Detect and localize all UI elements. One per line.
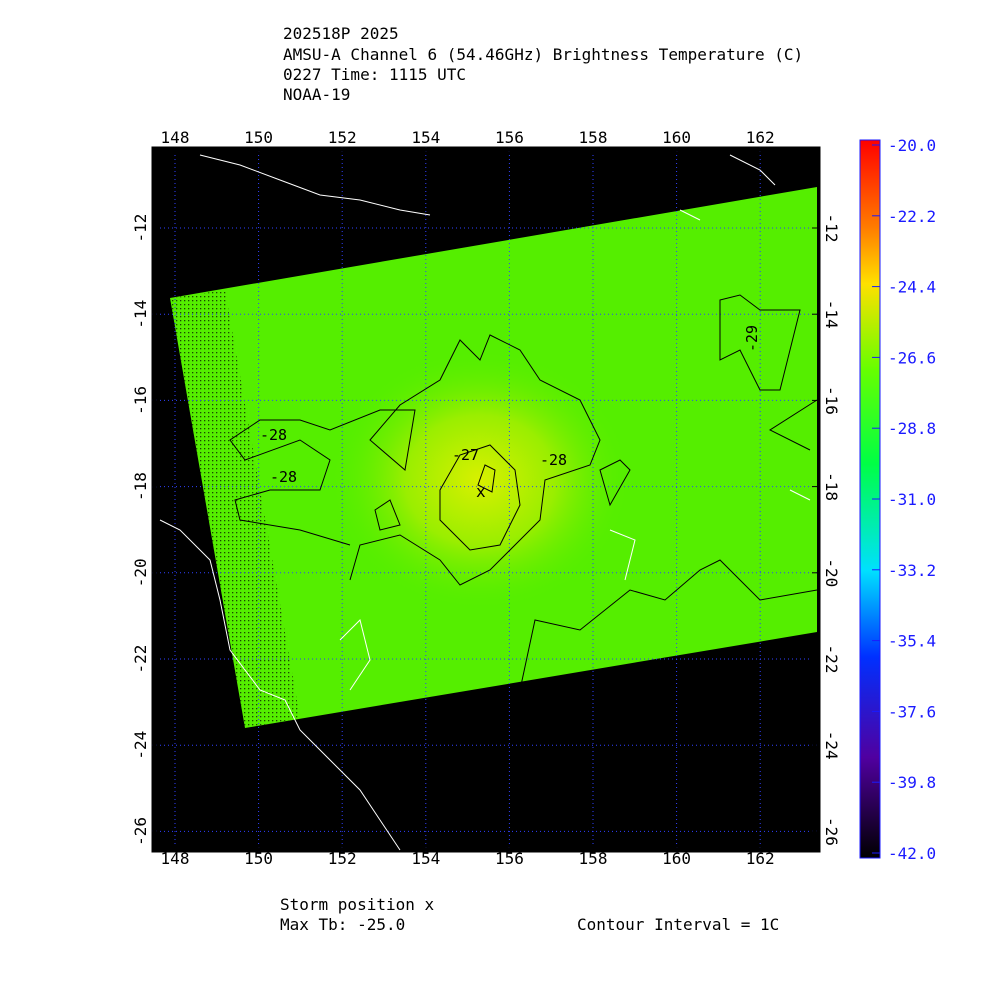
- lat-label: -16: [131, 386, 150, 415]
- lon-label: 150: [244, 128, 273, 147]
- lat-label: -20: [822, 558, 841, 587]
- lat-label: -16: [822, 386, 841, 415]
- header: 202518P 2025 AMSU-A Channel 6 (54.46GHz)…: [283, 24, 803, 104]
- header-line: NOAA-19: [283, 85, 350, 104]
- contour-label: -28: [540, 451, 567, 469]
- lat-label: -26: [131, 817, 150, 846]
- lat-label: -14: [822, 300, 841, 329]
- header-line: AMSU-A Channel 6 (54.46GHz) Brightness T…: [283, 45, 803, 64]
- lat-label: -24: [131, 731, 150, 760]
- contour-label: -27: [452, 446, 479, 464]
- lon-label: 162: [746, 849, 775, 868]
- swath-edge: [170, 290, 300, 728]
- lon-label: 148: [161, 849, 190, 868]
- storm-marker: x: [476, 482, 486, 501]
- lon-label: 154: [411, 128, 440, 147]
- contour-label: -28: [270, 468, 297, 486]
- lat-label: -22: [131, 645, 150, 674]
- lon-label: 148: [161, 128, 190, 147]
- lat-label: -14: [131, 300, 150, 329]
- colorbar-label: -24.4: [888, 278, 936, 297]
- contour-interval: Contour Interval = 1C: [577, 915, 779, 934]
- lon-label: 150: [244, 849, 273, 868]
- lon-label: 158: [579, 849, 608, 868]
- lon-label: 152: [328, 849, 357, 868]
- lon-label: 156: [495, 128, 524, 147]
- max-tb: Max Tb: -25.0: [280, 915, 405, 934]
- header-line: 0227 Time: 1115 UTC: [283, 65, 466, 84]
- map-frame: [151, 146, 821, 853]
- colorbar-label: -31.0: [888, 490, 936, 509]
- lon-label: 158: [579, 128, 608, 147]
- colorbar-label: -33.2: [888, 561, 936, 580]
- lon-label: 160: [662, 128, 691, 147]
- colorbar-label: -35.4: [888, 632, 936, 651]
- graticule: [152, 147, 820, 852]
- colorbar-label: -20.0: [888, 136, 936, 155]
- lat-label: -20: [131, 558, 150, 587]
- lat-label: -12: [131, 214, 150, 243]
- coastlines: [159, 154, 811, 851]
- colorbar-label: -39.8: [888, 773, 936, 792]
- lon-label: 152: [328, 128, 357, 147]
- contour-label: -29: [743, 325, 761, 352]
- lat-label: -12: [822, 214, 841, 243]
- contours: [229, 294, 818, 691]
- lon-label: 162: [746, 128, 775, 147]
- map: -28 -28 -27 -28 -29 x: [151, 146, 821, 853]
- lat-label: -26: [822, 817, 841, 846]
- lat-label: -18: [131, 472, 150, 501]
- lon-label: 160: [662, 849, 691, 868]
- colorbar-label: -37.6: [888, 702, 936, 721]
- header-line: 202518P 2025: [283, 24, 399, 43]
- contour-label: -28: [260, 426, 287, 444]
- lon-label: 156: [495, 849, 524, 868]
- lat-label: -18: [822, 472, 841, 501]
- colorbar-label: -22.2: [888, 207, 936, 226]
- lon-label: 154: [411, 849, 440, 868]
- lat-label: -24: [822, 731, 841, 760]
- colorbar-ticks: -20.0 -22.2 -24.4 -26.6 -28.8 -31.0 -33.2 -35.4…: [872, 136, 936, 863]
- colorbar-label: -26.6: [888, 348, 936, 367]
- colorbar-label: -42.0: [888, 844, 936, 863]
- colorbar-label: -28.8: [888, 419, 936, 438]
- footer: Storm position x Max Tb: -25.0 Contour I…: [280, 895, 779, 934]
- lat-label: -22: [822, 645, 841, 674]
- storm-position: Storm position x: [280, 895, 434, 914]
